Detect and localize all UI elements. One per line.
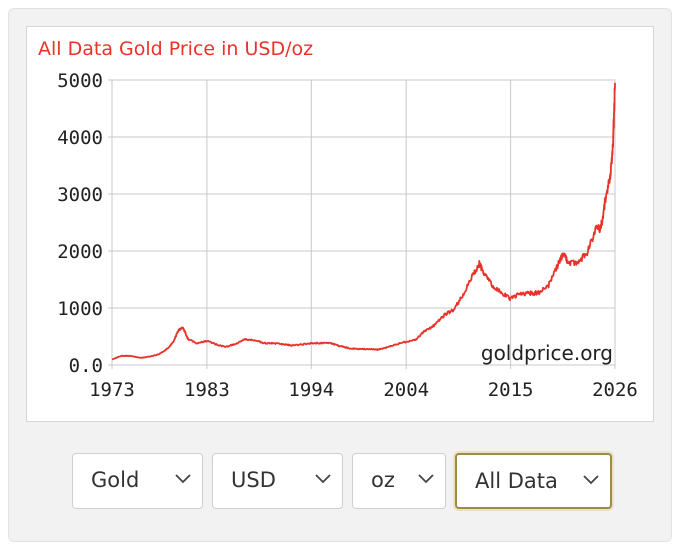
chart-controls: Gold USD oz All Data bbox=[0, 453, 680, 511]
y-tick-label: 1000 bbox=[57, 298, 103, 320]
y-tick-label: 4000 bbox=[57, 127, 103, 149]
x-tick-label: 2004 bbox=[383, 379, 429, 401]
y-tick-label: 3000 bbox=[57, 184, 103, 206]
range-select[interactable]: All Data bbox=[455, 453, 612, 509]
chevron-down-icon bbox=[315, 474, 331, 484]
chevron-down-icon bbox=[175, 474, 191, 484]
chart-container: All Data Gold Price in USD/oz 1973 1983 19… bbox=[26, 26, 654, 422]
range-select-value: All Data bbox=[475, 469, 558, 493]
plot-frame bbox=[111, 79, 616, 366]
chevron-down-icon bbox=[418, 474, 434, 484]
y-tick-label: 0.0 bbox=[69, 355, 103, 377]
x-tick-label: 2026 bbox=[592, 379, 638, 401]
unit-select[interactable]: oz bbox=[352, 453, 446, 509]
x-tick-label: 1973 bbox=[89, 379, 135, 401]
chevron-down-icon bbox=[583, 475, 599, 485]
metal-select-value: Gold bbox=[91, 468, 140, 492]
chart-title: All Data Gold Price in USD/oz bbox=[38, 38, 313, 60]
currency-select[interactable]: USD bbox=[212, 453, 343, 509]
unit-select-value: oz bbox=[371, 468, 395, 492]
metal-select[interactable]: Gold bbox=[72, 453, 203, 509]
watermark-label: goldprice.org bbox=[481, 341, 613, 365]
y-tick-label: 5000 bbox=[57, 70, 103, 92]
y-tick-label: 2000 bbox=[57, 241, 103, 263]
price-line bbox=[111, 82, 616, 361]
gold-price-chart: All Data Gold Price in USD/oz 1973 1983 19… bbox=[38, 38, 638, 401]
x-tick-label: 1994 bbox=[288, 379, 334, 401]
x-tick-label: 1983 bbox=[184, 379, 230, 401]
currency-select-value: USD bbox=[231, 468, 276, 492]
x-tick-label: 2015 bbox=[488, 379, 534, 401]
